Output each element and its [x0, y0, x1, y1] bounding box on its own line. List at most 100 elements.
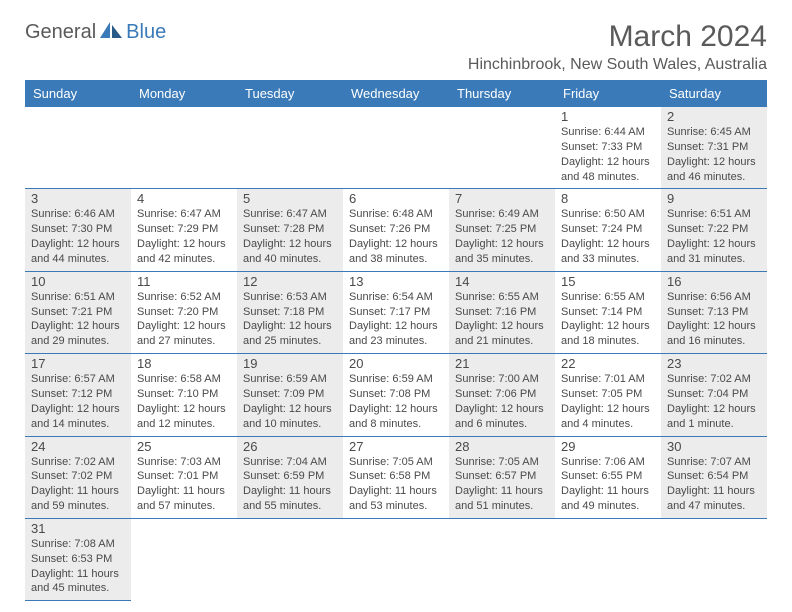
page-header: General Blue March 2024 Hinchinbrook, Ne…: [25, 20, 767, 74]
calendar-cell: 17Sunrise: 6:57 AMSunset: 7:12 PMDayligh…: [25, 354, 131, 436]
day-info: Sunrise: 6:51 AMSunset: 7:21 PMDaylight:…: [31, 290, 125, 349]
calendar-cell: 9Sunrise: 6:51 AMSunset: 7:22 PMDaylight…: [661, 189, 767, 271]
sunset-text: Sunset: 7:30 PM: [31, 222, 125, 237]
day-number: 2: [667, 109, 761, 124]
empty-cell: [343, 519, 449, 593]
daylight-text: Daylight: 11 hours and 49 minutes.: [561, 484, 655, 514]
day-cell: 7Sunrise: 6:49 AMSunset: 7:25 PMDaylight…: [449, 189, 555, 270]
day-info: Sunrise: 6:47 AMSunset: 7:28 PMDaylight:…: [243, 207, 337, 266]
daylight-text: Daylight: 12 hours and 16 minutes.: [667, 319, 761, 349]
day-cell: 20Sunrise: 6:59 AMSunset: 7:08 PMDayligh…: [343, 354, 449, 435]
sunset-text: Sunset: 7:33 PM: [561, 140, 655, 155]
daylight-text: Daylight: 12 hours and 18 minutes.: [561, 319, 655, 349]
sunset-text: Sunset: 7:06 PM: [455, 387, 549, 402]
sunrise-text: Sunrise: 6:44 AM: [561, 125, 655, 140]
day-number: 16: [667, 274, 761, 289]
calendar-cell: 22Sunrise: 7:01 AMSunset: 7:05 PMDayligh…: [555, 354, 661, 436]
sunrise-text: Sunrise: 6:52 AM: [137, 290, 231, 305]
sunset-text: Sunset: 7:20 PM: [137, 305, 231, 320]
sunrise-text: Sunrise: 6:47 AM: [243, 207, 337, 222]
day-cell: 3Sunrise: 6:46 AMSunset: 7:30 PMDaylight…: [25, 189, 131, 270]
day-cell: 14Sunrise: 6:55 AMSunset: 7:16 PMDayligh…: [449, 272, 555, 353]
day-cell: 21Sunrise: 7:00 AMSunset: 7:06 PMDayligh…: [449, 354, 555, 435]
day-cell: 27Sunrise: 7:05 AMSunset: 6:58 PMDayligh…: [343, 437, 449, 518]
calendar-cell: 30Sunrise: 7:07 AMSunset: 6:54 PMDayligh…: [661, 436, 767, 518]
daylight-text: Daylight: 12 hours and 40 minutes.: [243, 237, 337, 267]
sail-icon: [98, 20, 124, 45]
calendar-cell: 4Sunrise: 6:47 AMSunset: 7:29 PMDaylight…: [131, 189, 237, 271]
calendar-cell: [237, 107, 343, 189]
day-info: Sunrise: 6:54 AMSunset: 7:17 PMDaylight:…: [349, 290, 443, 349]
day-number: 23: [667, 356, 761, 371]
sunrise-text: Sunrise: 6:53 AM: [243, 290, 337, 305]
day-cell: 4Sunrise: 6:47 AMSunset: 7:29 PMDaylight…: [131, 189, 237, 270]
sunrise-text: Sunrise: 6:47 AM: [137, 207, 231, 222]
sunrise-text: Sunrise: 6:48 AM: [349, 207, 443, 222]
daylight-text: Daylight: 12 hours and 25 minutes.: [243, 319, 337, 349]
day-header: Friday: [555, 80, 661, 107]
sunset-text: Sunset: 7:17 PM: [349, 305, 443, 320]
day-info: Sunrise: 6:58 AMSunset: 7:10 PMDaylight:…: [137, 372, 231, 431]
day-number: 9: [667, 191, 761, 206]
daylight-text: Daylight: 12 hours and 14 minutes.: [31, 402, 125, 432]
calendar-cell: 28Sunrise: 7:05 AMSunset: 6:57 PMDayligh…: [449, 436, 555, 518]
day-cell: 1Sunrise: 6:44 AMSunset: 7:33 PMDaylight…: [555, 107, 661, 188]
day-info: Sunrise: 6:50 AMSunset: 7:24 PMDaylight:…: [561, 207, 655, 266]
day-info: Sunrise: 6:48 AMSunset: 7:26 PMDaylight:…: [349, 207, 443, 266]
calendar-cell: [555, 518, 661, 600]
daylight-text: Daylight: 11 hours and 59 minutes.: [31, 484, 125, 514]
sunset-text: Sunset: 6:53 PM: [31, 552, 125, 567]
day-info: Sunrise: 6:53 AMSunset: 7:18 PMDaylight:…: [243, 290, 337, 349]
day-number: 18: [137, 356, 231, 371]
day-info: Sunrise: 6:51 AMSunset: 7:22 PMDaylight:…: [667, 207, 761, 266]
calendar-cell: [131, 107, 237, 189]
day-number: 30: [667, 439, 761, 454]
day-cell: 15Sunrise: 6:55 AMSunset: 7:14 PMDayligh…: [555, 272, 661, 353]
calendar-cell: [343, 107, 449, 189]
day-info: Sunrise: 6:55 AMSunset: 7:16 PMDaylight:…: [455, 290, 549, 349]
day-cell: 29Sunrise: 7:06 AMSunset: 6:55 PMDayligh…: [555, 437, 661, 518]
calendar-cell: 7Sunrise: 6:49 AMSunset: 7:25 PMDaylight…: [449, 189, 555, 271]
empty-cell: [555, 519, 661, 593]
logo-text-2: Blue: [126, 21, 166, 44]
daylight-text: Daylight: 12 hours and 46 minutes.: [667, 155, 761, 185]
daylight-text: Daylight: 11 hours and 53 minutes.: [349, 484, 443, 514]
day-info: Sunrise: 6:52 AMSunset: 7:20 PMDaylight:…: [137, 290, 231, 349]
day-info: Sunrise: 6:56 AMSunset: 7:13 PMDaylight:…: [667, 290, 761, 349]
sunset-text: Sunset: 6:58 PM: [349, 469, 443, 484]
sunrise-text: Sunrise: 6:55 AM: [561, 290, 655, 305]
day-cell: 8Sunrise: 6:50 AMSunset: 7:24 PMDaylight…: [555, 189, 661, 270]
daylight-text: Daylight: 12 hours and 10 minutes.: [243, 402, 337, 432]
calendar-week-row: 10Sunrise: 6:51 AMSunset: 7:21 PMDayligh…: [25, 271, 767, 353]
sunset-text: Sunset: 7:28 PM: [243, 222, 337, 237]
day-cell: 18Sunrise: 6:58 AMSunset: 7:10 PMDayligh…: [131, 354, 237, 435]
day-cell: 19Sunrise: 6:59 AMSunset: 7:09 PMDayligh…: [237, 354, 343, 435]
day-info: Sunrise: 7:00 AMSunset: 7:06 PMDaylight:…: [455, 372, 549, 431]
empty-cell: [237, 107, 343, 181]
day-info: Sunrise: 6:55 AMSunset: 7:14 PMDaylight:…: [561, 290, 655, 349]
logo: General Blue: [25, 20, 166, 45]
day-header: Saturday: [661, 80, 767, 107]
day-info: Sunrise: 7:02 AMSunset: 7:02 PMDaylight:…: [31, 455, 125, 514]
daylight-text: Daylight: 12 hours and 38 minutes.: [349, 237, 443, 267]
empty-cell: [661, 519, 767, 593]
day-number: 17: [31, 356, 125, 371]
sunrise-text: Sunrise: 6:46 AM: [31, 207, 125, 222]
daylight-text: Daylight: 12 hours and 31 minutes.: [667, 237, 761, 267]
day-info: Sunrise: 6:47 AMSunset: 7:29 PMDaylight:…: [137, 207, 231, 266]
calendar-cell: 8Sunrise: 6:50 AMSunset: 7:24 PMDaylight…: [555, 189, 661, 271]
calendar-cell: 2Sunrise: 6:45 AMSunset: 7:31 PMDaylight…: [661, 107, 767, 189]
sunrise-text: Sunrise: 7:05 AM: [455, 455, 549, 470]
sunrise-text: Sunrise: 7:06 AM: [561, 455, 655, 470]
calendar-cell: [661, 518, 767, 600]
day-cell: 30Sunrise: 7:07 AMSunset: 6:54 PMDayligh…: [661, 437, 767, 518]
day-info: Sunrise: 6:46 AMSunset: 7:30 PMDaylight:…: [31, 207, 125, 266]
sunset-text: Sunset: 7:22 PM: [667, 222, 761, 237]
day-number: 10: [31, 274, 125, 289]
day-cell: 23Sunrise: 7:02 AMSunset: 7:04 PMDayligh…: [661, 354, 767, 435]
calendar-cell: 26Sunrise: 7:04 AMSunset: 6:59 PMDayligh…: [237, 436, 343, 518]
day-number: 31: [31, 521, 125, 536]
day-header: Wednesday: [343, 80, 449, 107]
title-block: March 2024 Hinchinbrook, New South Wales…: [468, 20, 767, 74]
sunrise-text: Sunrise: 6:59 AM: [243, 372, 337, 387]
